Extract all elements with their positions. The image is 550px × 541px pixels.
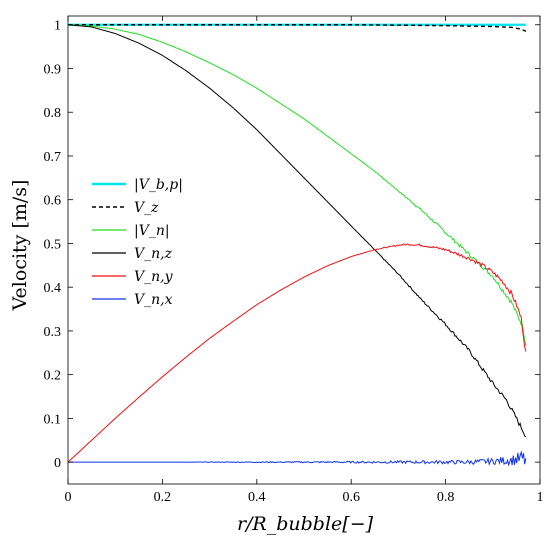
legend-label-1: V_z <box>134 200 159 216</box>
y-tick-label: 0.5 <box>44 237 62 252</box>
series-line-1 <box>68 24 527 32</box>
series-lines <box>67 23 527 467</box>
y-tick-label: 0.4 <box>44 281 62 296</box>
series-line-2 <box>67 24 527 346</box>
y-tick-label: 0.3 <box>44 325 62 340</box>
y-tick-label: 1 <box>54 19 61 34</box>
x-tick-label: 0.8 <box>437 490 455 505</box>
y-axis-label: Velocity [m/s] <box>9 180 31 312</box>
legend-label-5: V_n,x <box>134 292 173 308</box>
legend: |V_b,p| V_z |V_n| V_n,z V_n,y V_n,x <box>92 177 183 308</box>
plot-area <box>67 15 541 485</box>
x-tick-label: 1 <box>537 490 544 505</box>
axis-ticks: 0 0.2 0.4 0.6 0.8 1 0 0.1 0.2 0.3 0.4 0.5 0.6 0.7 0.8 0… <box>44 16 544 505</box>
y-tick-label: 0.7 <box>44 150 62 165</box>
y-tick-label: 0.9 <box>44 62 62 77</box>
legend-label-3: V_n,z <box>134 246 173 262</box>
series-line-4 <box>67 243 527 463</box>
y-tick-label: 0.2 <box>44 369 62 384</box>
x-axis-label: r/R_bubble[−] <box>237 513 374 535</box>
x-tick-label: 0 <box>65 490 72 505</box>
legend-label-0: |V_b,p| <box>134 177 183 193</box>
y-tick-label: 0.8 <box>44 106 62 121</box>
x-tick-label: 0.4 <box>248 490 266 505</box>
plot-frame <box>67 15 541 485</box>
y-tick-label: 0.6 <box>44 194 62 209</box>
y-tick-label: 0 <box>54 456 61 471</box>
series-line-5 <box>68 450 527 467</box>
x-tick-label: 0.6 <box>342 490 360 505</box>
legend-label-4: V_n,y <box>134 269 174 285</box>
legend-label-2: |V_n| <box>134 223 170 239</box>
series-line-3 <box>67 24 527 438</box>
y-tick-label: 0.1 <box>44 412 62 427</box>
x-tick-label: 0.2 <box>154 490 172 505</box>
